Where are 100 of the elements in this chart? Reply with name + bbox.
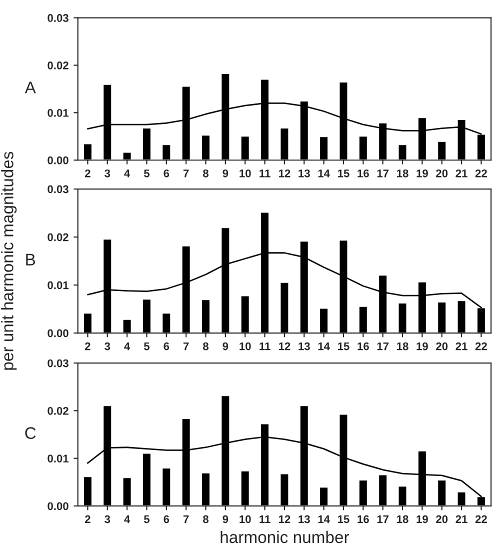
text: B (26, 254, 36, 266)
bar (82, 142, 93, 160)
x-tick-label: 7 (183, 170, 189, 178)
x-tick-label: 13 (298, 515, 310, 524)
y-axis-title: per unit harmonic magnitudes (1, 152, 17, 370)
x-tick-label: 14 (318, 515, 330, 524)
x-tick-label: 3 (104, 515, 110, 524)
x-tick-label: 22 (475, 515, 487, 524)
x-tick-label: 18 (397, 342, 408, 350)
y-tick-label: 0.03 (48, 359, 68, 368)
bar (456, 490, 467, 506)
bar (436, 301, 447, 334)
x-tick-label: 13 (298, 169, 310, 178)
x-tick-label: 15 (338, 342, 350, 350)
x-tick-label: 19 (416, 515, 428, 524)
y-tick-label: 0.00 (48, 502, 68, 510)
x-tick-label: 15 (338, 170, 350, 178)
x-tick-label: 3 (104, 169, 110, 178)
y-tick-label: 0.01 (48, 454, 69, 462)
bar (122, 476, 132, 506)
text: C (25, 427, 36, 439)
x-tick-label: 12 (278, 169, 290, 178)
x-tick-label: 9 (222, 169, 228, 178)
x-tick-label: 19 (416, 169, 428, 178)
y-tick-label: 0.03 (48, 185, 68, 194)
bar (82, 312, 93, 334)
x-tick-label: 2 (85, 515, 90, 524)
x-tick-label: 21 (456, 342, 468, 350)
x-tick-label: 17 (377, 515, 389, 524)
x-tick-label: 7 (183, 342, 189, 350)
x-tick-label: 5 (144, 170, 150, 178)
bar (142, 298, 152, 334)
y-tick-label: 0.00 (48, 329, 68, 338)
x-tick-label: 7 (183, 515, 189, 524)
x-tick-label: 4 (124, 515, 130, 524)
x-tick-label: 18 (397, 515, 408, 524)
bar (142, 452, 152, 506)
text: A (24, 82, 36, 94)
x-tick-label: 8 (203, 515, 209, 524)
x-tick-label: 16 (358, 169, 369, 178)
x-tick-label: 11 (260, 515, 270, 524)
x-tick-label: 17 (377, 342, 389, 350)
x-tick-label: 9 (222, 342, 228, 350)
bar (456, 300, 467, 334)
bar (122, 151, 132, 160)
x-tick-label: 12 (278, 515, 290, 524)
x-tick-label: 20 (436, 515, 448, 524)
x-tick-label: 18 (397, 169, 408, 178)
x-tick-label: 14 (318, 342, 330, 350)
bar (161, 144, 172, 160)
x-tick-label: 5 (144, 342, 150, 350)
x-tick-label: 4 (124, 342, 130, 350)
x-tick-label: 11 (260, 170, 270, 178)
x-tick-label: 19 (416, 342, 428, 350)
x-tick-label: 8 (203, 342, 209, 350)
bar (200, 472, 211, 506)
bar (142, 127, 152, 160)
y-tick-label: 0.02 (48, 233, 68, 242)
x-tick-label: 20 (436, 342, 448, 350)
bar (200, 134, 211, 160)
x-tick-label: 16 (358, 342, 369, 350)
y-tick-label: 0.02 (48, 62, 68, 70)
x-tick-label: 22 (475, 342, 487, 350)
x-tick-label: 9 (222, 515, 228, 524)
x-tick-label: 5 (144, 515, 150, 524)
y-tick-label: 0.01 (48, 108, 69, 117)
bar (240, 294, 250, 334)
bar (279, 472, 290, 506)
bar (82, 476, 93, 506)
x-tick-label: 10 (240, 515, 251, 524)
y-tick-label: 0.02 (48, 406, 68, 415)
x-tick-label: 2 (85, 169, 90, 178)
y-tick-label: 0.03 (48, 14, 68, 22)
bar (358, 479, 368, 506)
bar (161, 467, 172, 506)
bar (240, 135, 250, 160)
bar (279, 281, 290, 334)
x-tick-label: 6 (164, 342, 170, 350)
x-tick-label: 6 (164, 515, 170, 524)
bar (200, 298, 211, 334)
bar (240, 470, 250, 506)
bar (318, 307, 329, 334)
x-tick-label: 20 (436, 169, 448, 178)
bar (279, 127, 290, 160)
x-tick-label: 10 (240, 169, 251, 178)
x-axis-title: harmonic number (220, 530, 350, 544)
bar (318, 136, 329, 160)
bar (358, 135, 368, 160)
x-tick-label: 21 (456, 515, 468, 524)
x-tick-label: 14 (318, 170, 330, 178)
bar (318, 486, 329, 506)
bar (122, 318, 132, 334)
bar (358, 305, 368, 334)
x-tick-label: 3 (104, 342, 110, 350)
x-tick-label: 15 (338, 515, 350, 524)
bar (397, 485, 408, 506)
x-tick-label: 21 (456, 169, 468, 178)
x-tick-label: 13 (298, 342, 310, 350)
x-tick-label: 12 (278, 342, 290, 350)
x-tick-label: 16 (358, 515, 369, 524)
